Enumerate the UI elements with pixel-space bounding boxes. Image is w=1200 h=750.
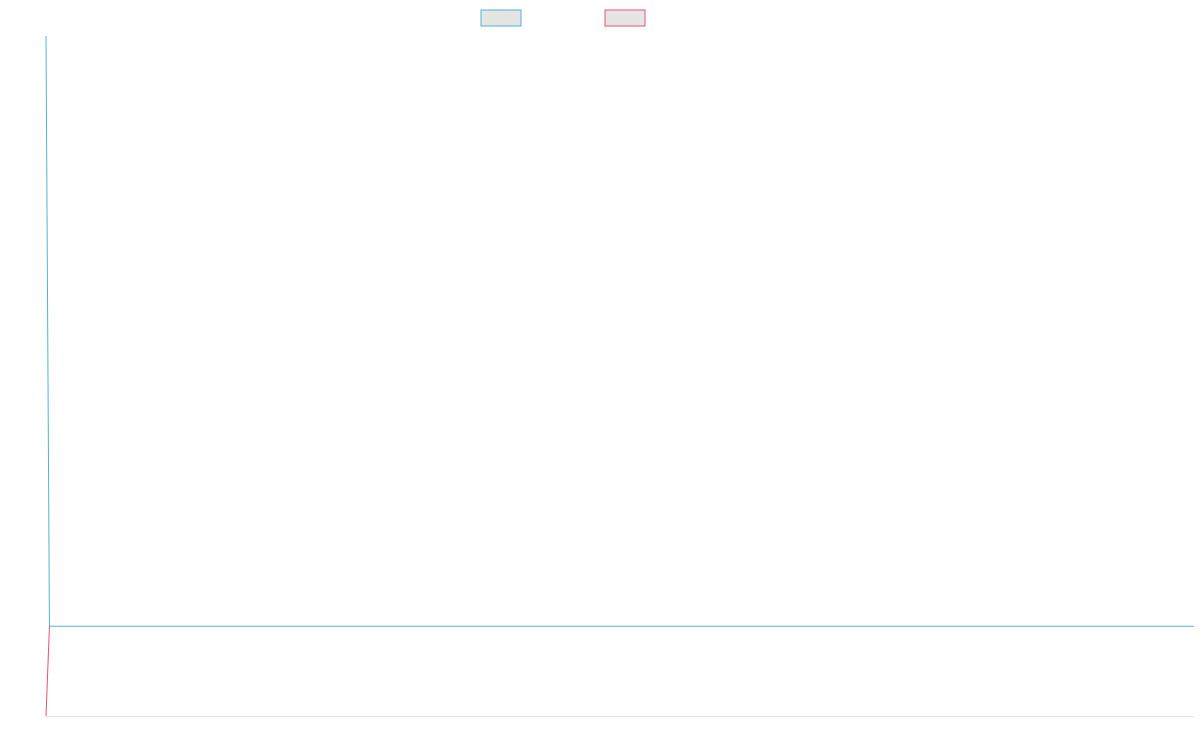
series-line-1 xyxy=(45,35,1194,627)
legend-swatch-1[interactable] xyxy=(480,9,522,27)
legend-swatch-2[interactable] xyxy=(604,9,646,27)
series-layer xyxy=(45,35,1194,717)
series-line-2 xyxy=(45,626,50,717)
legend xyxy=(480,9,646,27)
plot-area xyxy=(45,35,1194,717)
